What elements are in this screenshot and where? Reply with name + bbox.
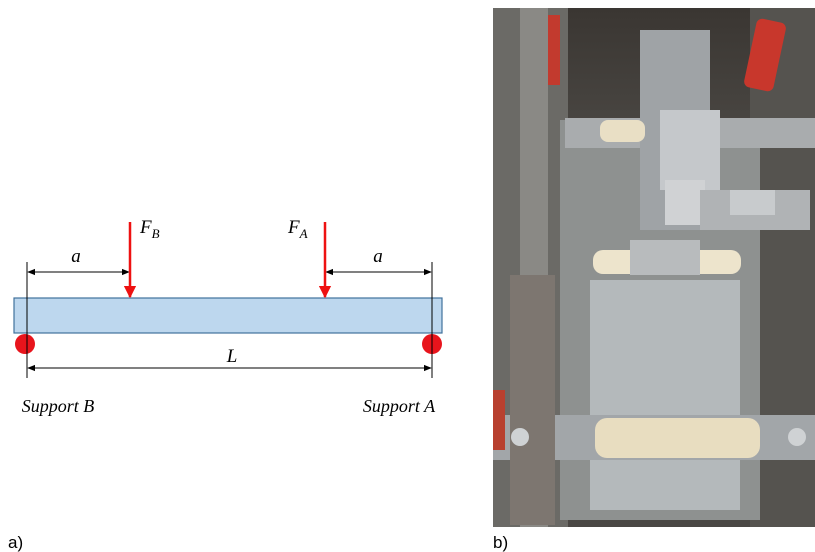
force-label-a: FA xyxy=(287,217,308,241)
figure: FB FA a a L Support B Support A a) b) xyxy=(0,0,815,552)
dimension-label: L xyxy=(226,346,238,367)
support-b xyxy=(15,334,35,354)
dimension-label: a xyxy=(71,246,81,267)
dimension-label: a xyxy=(373,246,383,267)
beam xyxy=(14,298,442,333)
panel-label: b) xyxy=(493,533,508,552)
support-label: Support A xyxy=(363,396,436,416)
panel-label: a) xyxy=(8,533,23,552)
photo xyxy=(493,8,815,527)
beam-diagram: FB FA a a L Support B Support A xyxy=(14,217,442,416)
support-label: Support B xyxy=(22,396,95,416)
force-label-b: FB xyxy=(139,217,160,241)
